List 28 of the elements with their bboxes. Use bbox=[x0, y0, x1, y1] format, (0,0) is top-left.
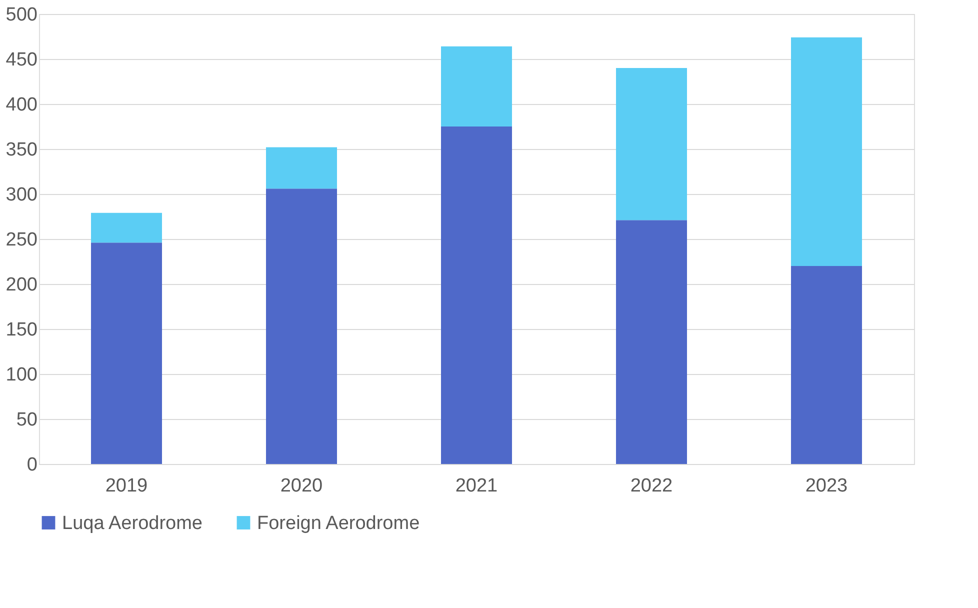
y-tick-label: 400 bbox=[6, 94, 38, 116]
x-tick-label: 2019 bbox=[105, 476, 148, 496]
legend-label: Foreign Aerodrome bbox=[257, 512, 420, 534]
legend-label: Luqa Aerodrome bbox=[62, 512, 202, 534]
y-tick-label: 500 bbox=[6, 4, 38, 26]
y-tick-label: 450 bbox=[6, 50, 38, 70]
bar bbox=[791, 37, 862, 266]
bar bbox=[91, 212, 162, 243]
y-tick-label: 100 bbox=[6, 364, 38, 386]
bar bbox=[266, 147, 337, 189]
x-tick-label: 2021 bbox=[455, 476, 498, 496]
y-tick-label: 200 bbox=[6, 274, 38, 296]
y-tick-label: 150 bbox=[6, 320, 38, 340]
y-tick-label: 0 bbox=[26, 454, 38, 476]
x-tick-label: 2020 bbox=[280, 476, 323, 496]
bar bbox=[441, 126, 512, 464]
bar bbox=[616, 220, 687, 464]
bar bbox=[791, 266, 862, 464]
bar bbox=[266, 188, 337, 464]
bar bbox=[616, 68, 687, 220]
y-tick-label: 350 bbox=[6, 140, 38, 160]
x-tick-label: 2022 bbox=[630, 476, 673, 496]
y-tick-label: 300 bbox=[6, 184, 38, 206]
y-tick-label: 250 bbox=[6, 230, 38, 250]
x-tick-label: 2023 bbox=[805, 476, 848, 496]
bar bbox=[91, 242, 162, 464]
y-tick-label: 50 bbox=[16, 410, 38, 430]
bar bbox=[441, 46, 512, 126]
